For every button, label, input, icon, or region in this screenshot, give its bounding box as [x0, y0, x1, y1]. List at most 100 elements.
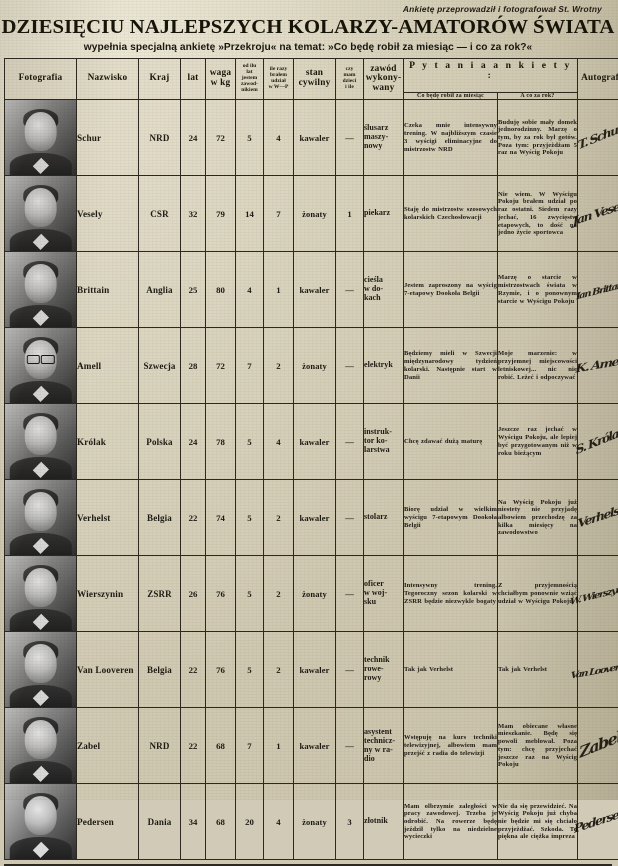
job-line: stolarz — [364, 513, 403, 522]
job-line: larstwa — [364, 446, 403, 455]
cell-age: 24 — [181, 404, 206, 480]
cell-wp-starts: 2 — [264, 632, 294, 708]
cell-surname: Pedersen — [77, 784, 139, 860]
cell-answer-month: Mam olbrzymie zaległości w pracy zawodow… — [404, 784, 498, 860]
cell-surname: Brittain — [77, 252, 139, 328]
col-header-wp-starts: ile razy brałem udział w W—P — [264, 59, 294, 100]
cell-children: — — [336, 480, 364, 556]
cell-pro-since: 7 — [236, 328, 264, 404]
cell-weight: 78 — [206, 404, 236, 480]
col-header-q-year: A co za rok? — [498, 93, 578, 100]
cell-country: Polska — [139, 404, 181, 480]
portrait-krolak-image — [5, 404, 76, 479]
cell-wp-starts: 4 — [264, 100, 294, 176]
cell-marital: żonaty — [294, 556, 336, 632]
questions-label: P y t a n i a a n k i e t y : — [404, 59, 577, 82]
cell-country: Belgia — [139, 480, 181, 556]
pro-since-line-4: nikiem — [236, 88, 263, 94]
signature-mark: Jan Vesely — [578, 176, 618, 251]
cell-autograph: T. Schur — [578, 100, 618, 176]
cell-marital: kawaler — [294, 252, 336, 328]
portrait-vesely-image — [5, 176, 76, 251]
signature-text: Zabel — [578, 729, 618, 763]
cell-children: — — [336, 252, 364, 328]
cell-autograph: K. Amell — [578, 328, 618, 404]
job-line: elektryk — [364, 361, 403, 370]
cell-answer-month: Tak jak Verhelst — [404, 632, 498, 708]
cell-answer-month: Jestem zaproszony na wyścig 7-etapowy Do… — [404, 252, 498, 328]
cell-children: 1 — [336, 176, 364, 252]
cell-answer-year: Mam obiecane własne mieszkanie. Będę się… — [498, 708, 578, 784]
col-header-q-month: Co będę robił za miesiąc — [404, 93, 498, 100]
cell-autograph: Verhelst — [578, 480, 618, 556]
col-header-country: Kraj — [139, 59, 181, 100]
marital-line2: cywilny — [294, 79, 335, 89]
cell-job: złotnik — [364, 784, 404, 860]
cell-weight: 76 — [206, 556, 236, 632]
cell-wp-starts: 2 — [264, 556, 294, 632]
signature-text: W. Wierszynin — [570, 581, 618, 607]
cell-pro-since: 5 — [236, 480, 264, 556]
cyclist-photo — [5, 632, 77, 708]
cell-age: 24 — [181, 100, 206, 176]
col-header-age: lat — [181, 59, 206, 100]
cell-answer-year: Marzę o starcie w mistrzostwach świata w… — [498, 252, 578, 328]
cell-weight: 72 — [206, 328, 236, 404]
col-header-job: zawód wykony- wany — [364, 59, 404, 100]
cell-surname: Verhelst — [77, 480, 139, 556]
cell-country: Dania — [139, 784, 181, 860]
page-title: DZIESIĘCIU NAJLEPSZYCH KOLARZY-AMATORÓW … — [0, 16, 618, 39]
signature-mark: S. Królak — [578, 404, 618, 479]
cell-children: — — [336, 632, 364, 708]
cell-pro-since: 7 — [236, 708, 264, 784]
cell-children: — — [336, 556, 364, 632]
col-header-pro-since: od ilu lat jestem zawod- nikiem — [236, 59, 264, 100]
signature-mark: Ian Brittain — [578, 252, 618, 327]
cell-marital: kawaler — [294, 632, 336, 708]
signature-mark: Verhelst — [578, 480, 618, 555]
portrait-pedersen-image — [5, 784, 76, 859]
cell-answer-month: Chcę zdawać dużą maturę — [404, 404, 498, 480]
signature-text: Verhelst — [577, 504, 618, 531]
portrait-zabel-image — [5, 708, 76, 783]
cell-job: stolarz — [364, 480, 404, 556]
cell-weight: 68 — [206, 708, 236, 784]
cell-job: elektryk — [364, 328, 404, 404]
cell-autograph: Jan Vesely — [578, 176, 618, 252]
job-line: kach — [364, 294, 403, 303]
cell-surname: Zabel — [77, 708, 139, 784]
job-line: złotnik — [364, 817, 403, 826]
cyclist-photo — [5, 176, 77, 252]
col-header-weight-line2: w kg — [206, 79, 235, 89]
cell-answer-month: Biorę udział w wielkim wyścigu 7-etapowy… — [404, 480, 498, 556]
signature-text: K. Amell — [575, 355, 618, 376]
cell-children: — — [336, 328, 364, 404]
cell-pro-since: 5 — [236, 632, 264, 708]
cyclist-photo — [5, 480, 77, 556]
cell-wp-starts: 4 — [264, 784, 294, 860]
cell-answer-year: Nie wiem. W Wyścigu Pokoju brałem udział… — [498, 176, 578, 252]
header-row: Fotografia Nazwisko Kraj lat waga w kg o… — [5, 59, 618, 93]
photo-credit: Ankietę przeprowadził i fotografował St.… — [4, 0, 612, 14]
cell-surname: Wierszynin — [77, 556, 139, 632]
cell-wp-starts: 2 — [264, 480, 294, 556]
cell-wp-starts: 7 — [264, 176, 294, 252]
cell-answer-year: Moje marzenie: w przyjemnej miejscowości… — [498, 328, 578, 404]
cell-wp-starts: 4 — [264, 404, 294, 480]
col-header-surname: Nazwisko — [77, 59, 139, 100]
cell-age: 32 — [181, 176, 206, 252]
col-header-weight: waga w kg — [206, 59, 236, 100]
cell-wp-starts: 2 — [264, 328, 294, 404]
signature-text: Ian Brittain — [576, 278, 618, 301]
cell-country: Szwecja — [139, 328, 181, 404]
cell-autograph: Van Looveren — [578, 632, 618, 708]
